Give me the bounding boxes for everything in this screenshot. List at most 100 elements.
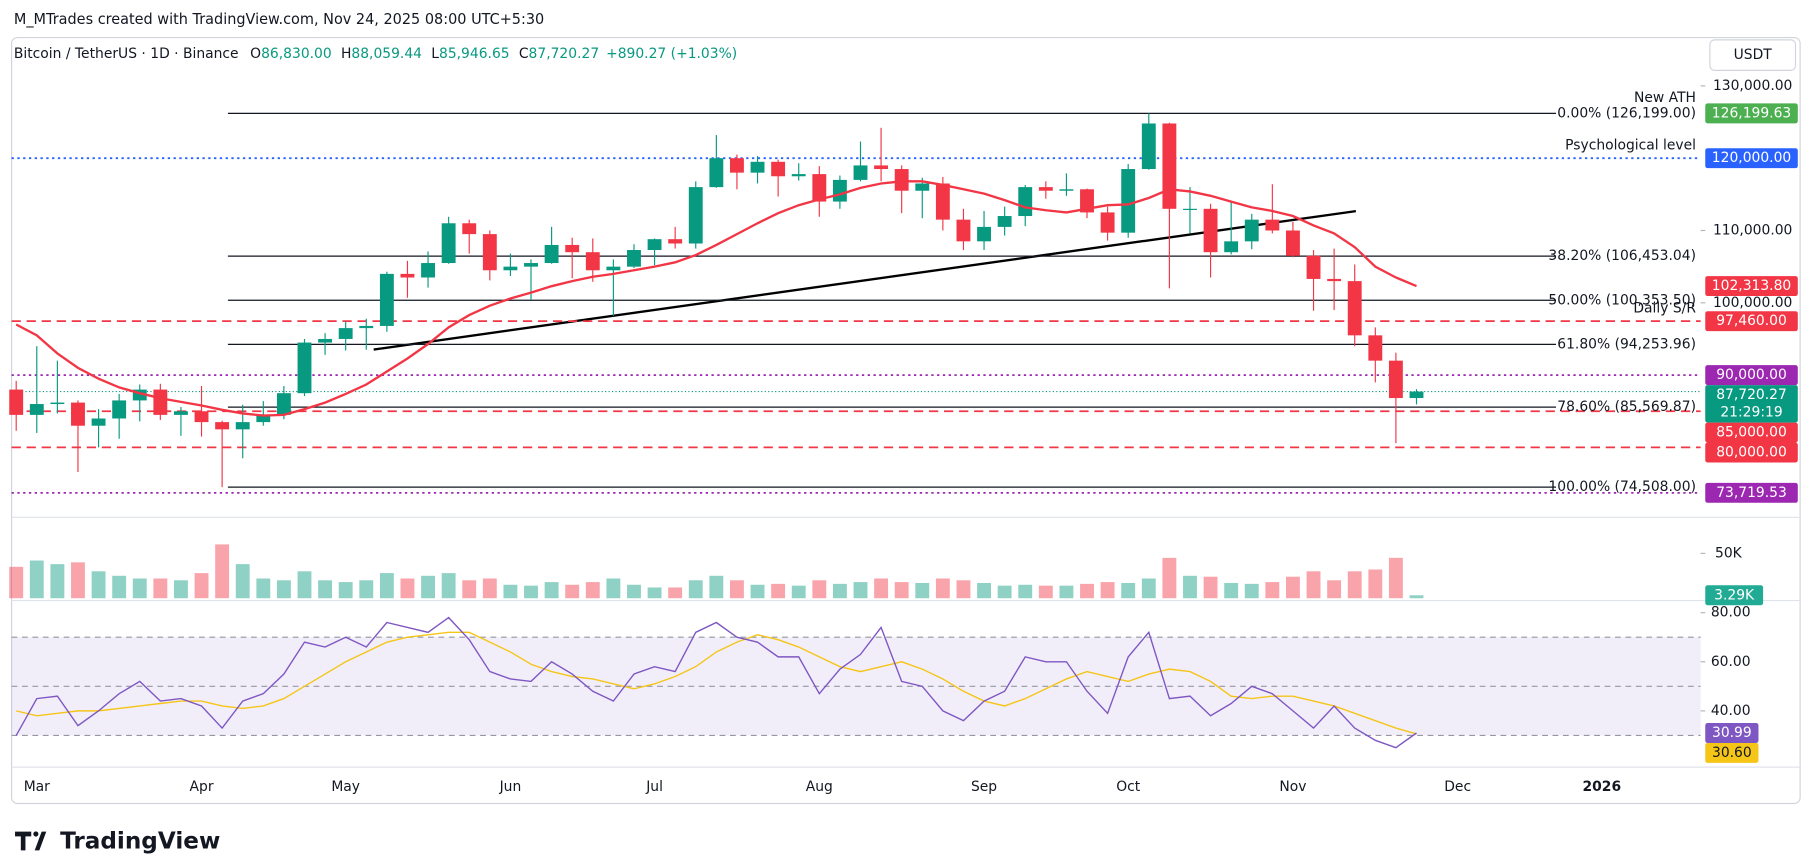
price-badge — [1705, 723, 1759, 743]
volume-bar — [1100, 582, 1115, 599]
candle-body — [297, 342, 312, 394]
volume-bar — [29, 560, 44, 599]
x-tick-label: Mar — [24, 779, 50, 795]
candle-body — [729, 158, 744, 173]
price-badge — [1705, 365, 1798, 386]
volume-bar — [1285, 576, 1300, 599]
candle-body — [874, 165, 889, 170]
candle-body — [915, 183, 930, 191]
candle-body — [832, 179, 847, 202]
volume-bar — [606, 578, 621, 599]
candle-body — [91, 418, 106, 426]
volume-bar — [1244, 583, 1259, 599]
volume-bar — [482, 578, 497, 599]
x-tick-label: Oct — [1116, 779, 1141, 795]
volume-bar — [400, 578, 415, 599]
volume-bar — [729, 580, 744, 599]
currency-button[interactable] — [1709, 39, 1797, 71]
y-tick-label: 60.00 — [1711, 654, 1751, 670]
candle-body — [750, 161, 765, 173]
candle-body — [1018, 187, 1033, 217]
brand: TradingView — [60, 828, 220, 855]
candle-body — [524, 263, 538, 267]
ohlc-value: 88,059.44 — [351, 46, 422, 62]
level-note: Psychological level — [1565, 137, 1696, 153]
y-tick-label: 100,000.00 — [1713, 295, 1792, 311]
ohlc-key: O — [250, 46, 261, 62]
volume-bar — [235, 564, 250, 599]
price-badge-label: 102,313.80 — [1712, 278, 1791, 294]
x-tick-label: 2026 — [1583, 779, 1622, 795]
rsi-line — [15, 616, 1417, 749]
volume-bar — [1183, 575, 1197, 599]
volume-bar — [750, 584, 765, 599]
x-tick-label: Jun — [499, 779, 522, 795]
x-tick-label: Dec — [1444, 779, 1471, 795]
volume-bar — [276, 580, 291, 599]
y-tick-label: 130,000.00 — [1713, 78, 1792, 94]
change: +890.27 (+1.03%) — [606, 46, 737, 62]
candle-body — [627, 250, 641, 267]
volume-bar — [503, 584, 518, 599]
volume-bar — [915, 582, 930, 599]
price-badge-label: 73,719.53 — [1716, 485, 1787, 501]
volume-bar — [544, 582, 559, 599]
moving-average — [15, 180, 1417, 417]
level-note: Daily S/R — [1633, 300, 1696, 316]
candle-body — [1121, 169, 1136, 233]
price-badge — [1705, 482, 1798, 503]
candle-body — [153, 389, 168, 415]
volume-bar — [71, 562, 85, 599]
candle-body — [1368, 335, 1383, 361]
volume-bar — [874, 578, 889, 599]
x-tick-label: Apr — [190, 779, 214, 795]
volume-bar — [812, 580, 827, 599]
candle-body — [338, 328, 353, 339]
candle-body — [1224, 241, 1239, 253]
candle-body — [565, 244, 580, 253]
candle-body — [709, 158, 724, 188]
volume-bar — [956, 580, 971, 599]
price-badge — [1705, 103, 1798, 124]
candle-body — [1265, 219, 1280, 231]
volume-bar — [1141, 578, 1156, 599]
price-badge — [1705, 442, 1798, 463]
candle-body — [482, 234, 497, 271]
volume-bar — [853, 582, 868, 599]
candle-body — [1409, 391, 1424, 399]
candle-body — [668, 239, 683, 244]
candle-body — [194, 411, 209, 423]
candle-body — [318, 338, 333, 343]
volume-bar — [379, 573, 394, 599]
x-tick-label: Sep — [971, 779, 997, 795]
candle-body — [956, 219, 971, 242]
price-badge-label: 3.29K — [1714, 587, 1755, 603]
volume-bar — [1388, 557, 1403, 599]
candle-body — [1347, 281, 1362, 336]
ohlc-value: 85,946.65 — [439, 46, 510, 62]
volume-bar — [441, 573, 456, 599]
candle-body — [1080, 189, 1094, 213]
price-badge-label: 30.99 — [1712, 725, 1752, 741]
candle-body — [173, 411, 188, 415]
price-badge — [1705, 422, 1798, 443]
countdown: 21:29:19 — [1720, 405, 1782, 421]
price-badge-label: 87,720.27 — [1716, 387, 1787, 403]
candle-body — [791, 174, 806, 177]
x-tick-label: Nov — [1279, 779, 1306, 795]
price-badge-label: 85,000.00 — [1716, 425, 1787, 441]
y-tick-label: 40.00 — [1711, 703, 1751, 719]
volume-bar — [194, 573, 209, 599]
volume-bar — [565, 584, 580, 599]
ohlc-key: H — [341, 46, 351, 62]
candle-body — [1059, 189, 1074, 191]
currency[interactable]: USDT — [1734, 47, 1773, 63]
trendline — [373, 209, 1357, 351]
fib-label: 61.80% (94,253.96) — [1557, 336, 1696, 352]
candle-body — [1141, 123, 1156, 170]
volume-bar — [1347, 571, 1362, 599]
byline: M_MTrades created with TradingView.com, … — [14, 11, 544, 28]
candle-body — [1306, 255, 1321, 279]
volume-bar — [894, 582, 909, 599]
